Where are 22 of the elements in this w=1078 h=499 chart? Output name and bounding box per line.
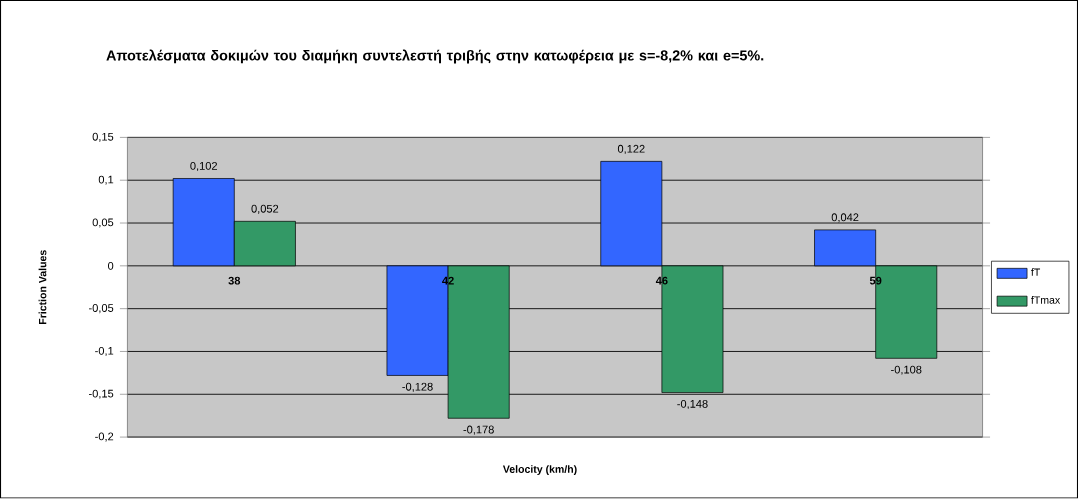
- y-tick-label: 0,15: [92, 133, 114, 143]
- data-label: 0,122: [617, 145, 645, 155]
- data-label: -0,128: [402, 383, 433, 393]
- legend-label: fTmax: [1031, 296, 1061, 304]
- y-axis-title: Friction Values: [38, 250, 47, 325]
- data-label: -0,108: [891, 365, 922, 376]
- y-tick-label: -0,05: [89, 304, 114, 314]
- data-label: -0,178: [463, 425, 494, 435]
- chart-title: Αποτελέσματα δοκιμών του διαμήκη συντελεστή τριβής στην κατωφέρεια με s=-8,2% και e=5%.: [106, 49, 764, 64]
- y-tick-label: 0: [108, 262, 114, 270]
- y-tick-label: -0,1: [95, 347, 114, 357]
- data-label: 0,042: [831, 213, 859, 223]
- data-label: 0,052: [251, 205, 279, 215]
- x-tick-label: 38: [228, 276, 241, 285]
- y-tick-label: -0,15: [89, 389, 114, 400]
- y-tick-label: -0,2: [95, 432, 114, 442]
- y-tick-label: 0,1: [98, 175, 114, 185]
- x-axis-title: Velocity (km/h): [502, 465, 577, 476]
- y-tick-label: 0,05: [92, 218, 114, 228]
- data-label: -0,148: [677, 400, 708, 410]
- legend-label: fT: [1031, 268, 1041, 277]
- data-label: 0,102: [190, 162, 217, 172]
